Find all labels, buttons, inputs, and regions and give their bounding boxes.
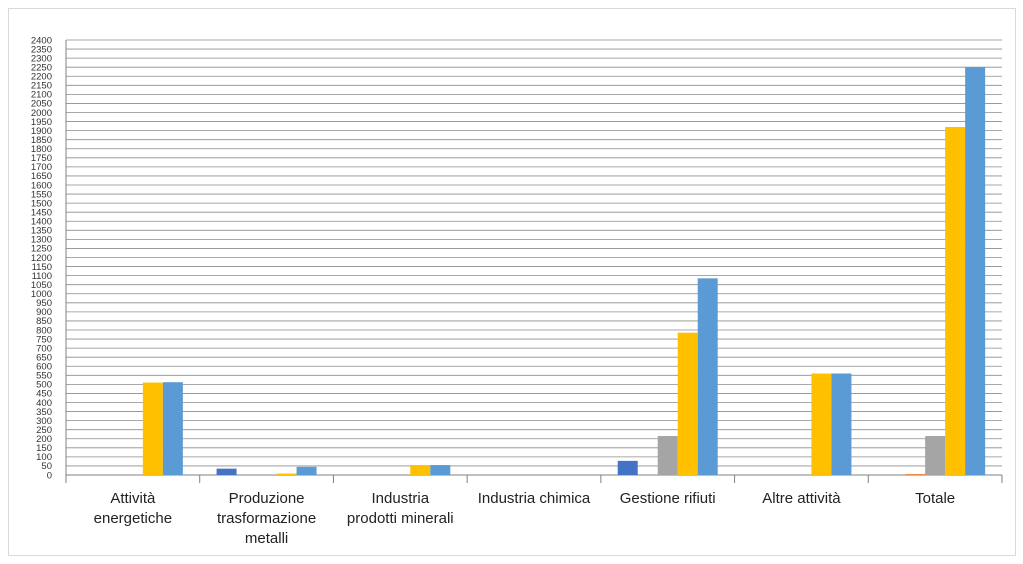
bar xyxy=(216,468,237,475)
y-tick-label: 2300 xyxy=(31,53,52,64)
x-tick-label: Industria xyxy=(372,490,430,507)
x-tick-label: Gestione rifiuti xyxy=(620,490,716,507)
y-tick-label: 2250 xyxy=(31,62,52,73)
y-tick-label: 1800 xyxy=(31,144,52,155)
y-tick-label: 1150 xyxy=(32,262,52,273)
y-tick-label: 200 xyxy=(36,434,52,445)
y-tick-label: 450 xyxy=(36,389,52,400)
y-tick-label: 400 xyxy=(36,398,52,409)
bar xyxy=(945,127,966,475)
x-tick-label: prodotti minerali xyxy=(347,510,454,527)
y-tick-label: 1550 xyxy=(31,189,52,200)
y-tick-label: 1500 xyxy=(31,198,52,209)
y-tick-label: 2100 xyxy=(31,90,52,101)
y-tick-label: 1050 xyxy=(31,280,52,291)
y-tick-label: 1300 xyxy=(31,235,52,246)
bar xyxy=(617,460,638,475)
bar xyxy=(142,382,163,475)
y-tick-label: 1700 xyxy=(31,162,52,173)
y-tick-label: 700 xyxy=(36,343,52,354)
bar xyxy=(162,382,183,475)
y-tick-label: 1650 xyxy=(31,171,52,182)
x-tick-label: energetiche xyxy=(94,510,172,527)
y-tick-label: 850 xyxy=(36,316,52,327)
y-tick-label: 1850 xyxy=(31,135,52,146)
y-tick-label: 1450 xyxy=(31,207,52,218)
bar xyxy=(276,473,297,475)
y-tick-label: 1950 xyxy=(31,117,52,128)
y-tick-label: 1600 xyxy=(31,180,52,191)
y-tick-label: 2000 xyxy=(31,108,52,119)
bar xyxy=(657,436,678,475)
x-tick-label: Totale xyxy=(915,490,955,507)
bar xyxy=(410,465,431,475)
y-tick-label: 800 xyxy=(36,325,52,336)
bar xyxy=(697,278,718,475)
x-tick-label: Altre attività xyxy=(762,490,841,507)
x-tick-label: trasformazione xyxy=(217,510,316,527)
x-tick-label: Produzione xyxy=(229,490,305,507)
bar xyxy=(677,332,698,475)
bar xyxy=(965,67,986,475)
y-tick-label: 2350 xyxy=(31,44,52,55)
bar xyxy=(430,465,451,475)
y-tick-label: 900 xyxy=(36,307,52,318)
y-tick-label: 50 xyxy=(41,461,52,472)
bar xyxy=(925,436,946,475)
y-tick-label: 750 xyxy=(36,334,52,345)
y-tick-label: 2050 xyxy=(31,99,52,110)
y-tick-label: 650 xyxy=(36,352,52,363)
bar xyxy=(296,466,317,475)
x-tick-label: metalli xyxy=(245,530,288,547)
bar xyxy=(905,474,926,475)
x-tick-label: Attività xyxy=(110,490,156,507)
y-tick-label: 2200 xyxy=(31,72,52,83)
y-tick-label: 1900 xyxy=(31,126,52,137)
y-tick-label: 350 xyxy=(36,407,52,418)
y-tick-label: 600 xyxy=(36,362,52,373)
y-tick-label: 1750 xyxy=(31,153,52,164)
y-tick-label: 1000 xyxy=(31,289,52,300)
y-tick-label: 1350 xyxy=(31,226,52,237)
y-tick-label: 0 xyxy=(47,470,52,481)
y-tick-label: 2400 xyxy=(31,35,52,46)
y-tick-label: 950 xyxy=(36,298,52,309)
y-tick-label: 250 xyxy=(36,425,52,436)
y-tick-label: 100 xyxy=(36,452,52,463)
x-tick-label: Industria chimica xyxy=(478,490,591,507)
y-tick-label: 1200 xyxy=(31,253,52,264)
y-tick-label: 1400 xyxy=(31,217,52,228)
y-tick-label: 500 xyxy=(36,380,52,391)
y-tick-label: 150 xyxy=(36,443,52,454)
y-tick-label: 1100 xyxy=(32,271,52,282)
y-tick-label: 1250 xyxy=(31,244,52,255)
bar xyxy=(831,373,852,475)
bar xyxy=(811,373,832,475)
y-tick-label: 300 xyxy=(36,416,52,427)
y-tick-label: 550 xyxy=(36,371,52,382)
y-tick-label: 2150 xyxy=(31,81,52,92)
